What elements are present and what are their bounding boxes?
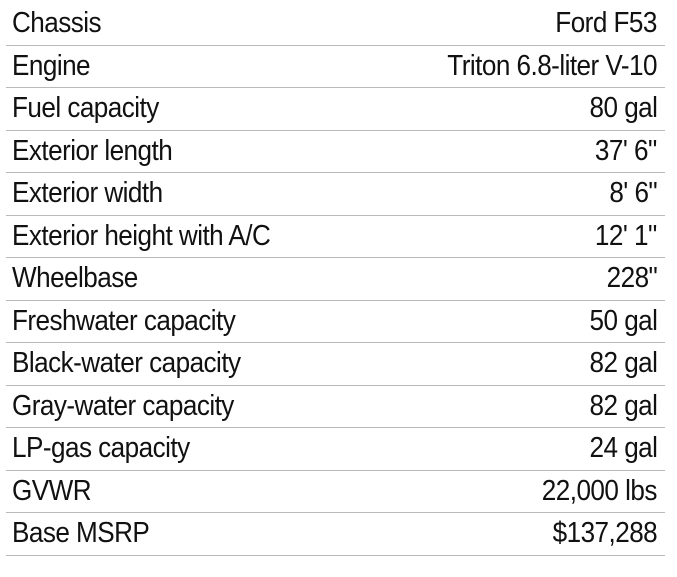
- spec-row-base-msrp: Base MSRP $137,288: [6, 513, 665, 556]
- spec-row-gvwr: GVWR 22,000 lbs: [6, 471, 665, 513]
- spec-row-exterior-height: Exterior height with A/C 12' 1": [6, 216, 665, 258]
- spec-row-wheelbase: Wheelbase 228": [6, 258, 665, 301]
- spec-value: 82 gal: [589, 389, 657, 422]
- spec-label: Fuel capacity: [12, 92, 159, 125]
- spec-row-lp-gas-capacity: LP-gas capacity 24 gal: [6, 428, 665, 471]
- spec-row-freshwater-capacity: Freshwater capacity 50 gal: [6, 301, 665, 343]
- spec-row-gray-water-capacity: Gray-water capacity 82 gal: [6, 386, 665, 428]
- spec-value: 22,000 lbs: [541, 474, 658, 507]
- spec-value: 50 gal: [589, 304, 657, 337]
- spec-label: Exterior length: [12, 134, 173, 167]
- spec-row-engine: Engine Triton 6.8-liter V-10: [6, 46, 665, 88]
- spec-value: $137,288: [552, 517, 657, 550]
- spec-row-black-water-capacity: Black-water capacity 82 gal: [6, 343, 665, 386]
- spec-label: Gray-water capacity: [12, 389, 234, 422]
- spec-label: Exterior width: [12, 177, 163, 210]
- spec-row-fuel-capacity: Fuel capacity 80 gal: [6, 88, 665, 131]
- spec-value: 24 gal: [589, 432, 657, 465]
- spec-label: Chassis: [12, 7, 102, 40]
- spec-label: Engine: [12, 49, 91, 82]
- spec-label: Black-water capacity: [12, 347, 241, 380]
- spec-label: LP-gas capacity: [12, 432, 190, 465]
- spec-table: Chassis Ford F53 Engine Triton 6.8-liter…: [6, 3, 665, 556]
- spec-label: Exterior height with A/C: [12, 219, 271, 252]
- spec-label: Wheelbase: [12, 262, 138, 295]
- spec-label: Freshwater capacity: [12, 304, 236, 337]
- spec-row-exterior-length: Exterior length 37' 6": [6, 131, 665, 173]
- spec-value: 228": [606, 262, 657, 295]
- spec-value: Ford F53: [555, 7, 657, 40]
- spec-value: 37' 6": [595, 134, 657, 167]
- spec-value: 80 gal: [589, 92, 657, 125]
- spec-label: GVWR: [12, 474, 92, 507]
- spec-row-chassis: Chassis Ford F53: [6, 3, 665, 46]
- spec-value: 82 gal: [589, 347, 657, 380]
- spec-label: Base MSRP: [12, 517, 150, 550]
- spec-value: 12' 1": [595, 219, 657, 252]
- spec-value: 8' 6": [609, 177, 657, 210]
- spec-row-exterior-width: Exterior width 8' 6": [6, 173, 665, 216]
- spec-value: Triton 6.8-liter V-10: [447, 49, 657, 82]
